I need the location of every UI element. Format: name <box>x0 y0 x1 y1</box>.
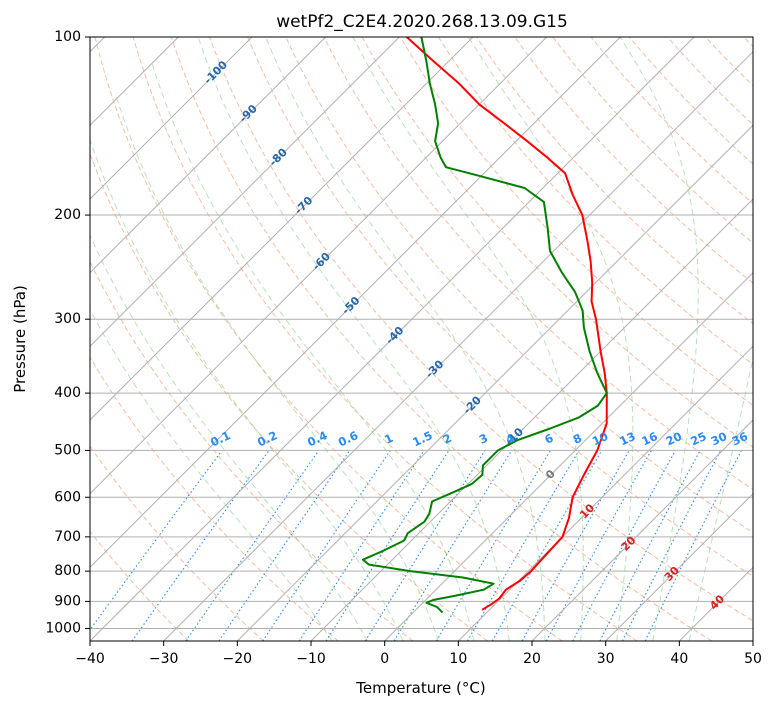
x-tick-label: 40 <box>670 651 688 667</box>
x-tick-label: 20 <box>523 651 541 667</box>
x-tick-label: −30 <box>149 651 179 667</box>
y-tick-label: 400 <box>54 385 81 401</box>
y-axis-label: Pressure (hPa) <box>11 285 29 393</box>
x-tick-label: 30 <box>597 651 615 667</box>
x-tick-label: −20 <box>223 651 253 667</box>
y-tick-label: 800 <box>54 563 81 579</box>
y-tick-label: 700 <box>54 529 81 545</box>
y-tick-label: 100 <box>54 29 81 45</box>
x-tick-label: 10 <box>449 651 467 667</box>
chart-title: wetPf2_C2E4.2020.268.13.09.G15 <box>276 12 568 32</box>
x-tick-label: −10 <box>296 651 326 667</box>
y-tick-label: 1000 <box>45 620 81 636</box>
y-tick-label: 200 <box>54 207 81 223</box>
x-tick-label: 0 <box>380 651 389 667</box>
x-tick-label: −40 <box>75 651 105 667</box>
y-tick-label: 500 <box>54 442 81 458</box>
x-axis-label: Temperature (°C) <box>355 679 485 697</box>
x-tick-label: 50 <box>744 651 762 667</box>
y-tick-label: 300 <box>54 311 81 327</box>
y-tick-label: 900 <box>54 593 81 609</box>
y-tick-label: 600 <box>54 489 81 505</box>
